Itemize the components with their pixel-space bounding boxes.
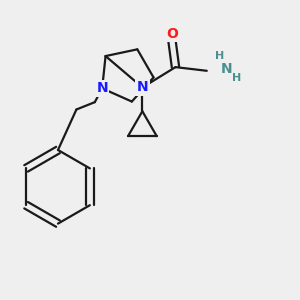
Text: N: N: [96, 81, 108, 95]
Text: N: N: [221, 62, 233, 76]
Text: N: N: [136, 80, 148, 94]
Text: O: O: [166, 27, 178, 41]
Text: H: H: [215, 51, 224, 61]
Text: H: H: [232, 73, 241, 83]
